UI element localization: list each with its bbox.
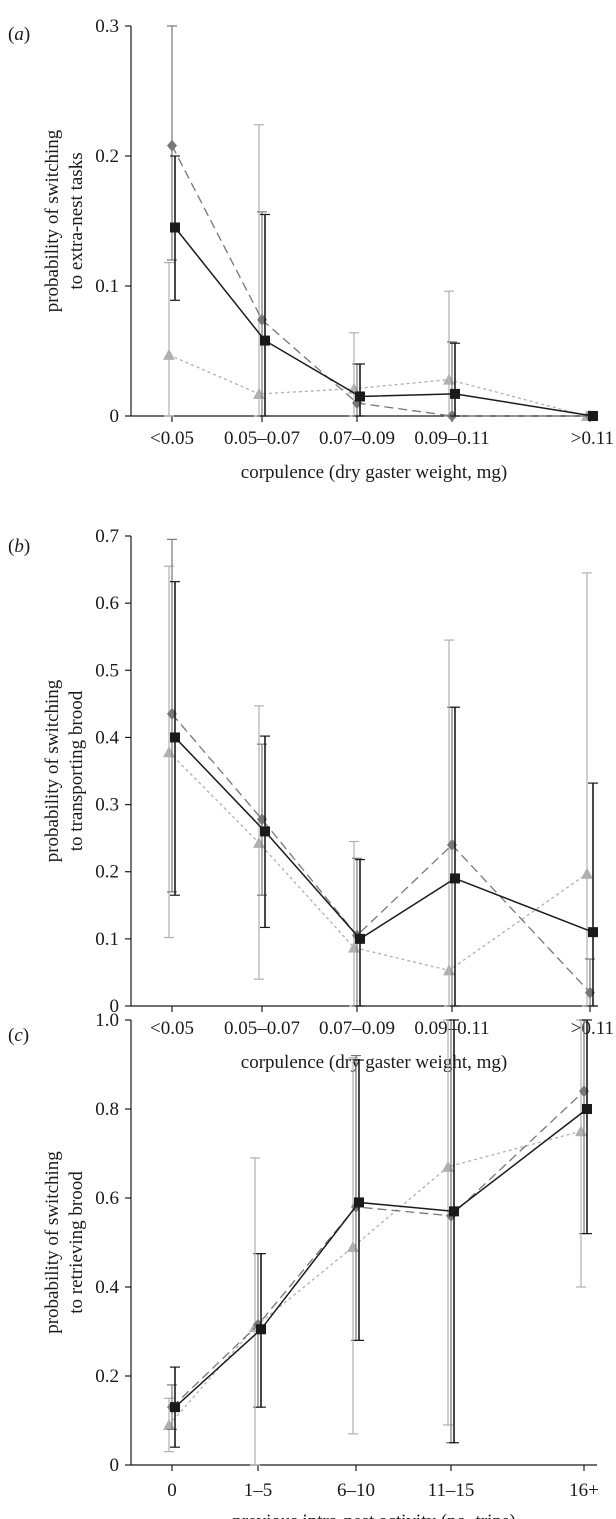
- y-axis-label-line-1: probability of switching: [42, 1151, 63, 1334]
- panel-label: (a): [8, 24, 30, 45]
- data-point: [256, 1324, 266, 1335]
- series-dashed-diamond: [167, 1019, 589, 1444]
- x-tick-label: 0.07–0.09: [319, 1018, 395, 1039]
- panel-label-letter: b: [14, 536, 24, 557]
- series-line: [174, 736, 594, 940]
- x-tick-label: 0.09–0.11: [414, 1018, 489, 1039]
- series-line: [168, 354, 588, 417]
- series-dotted-triangle: [163, 565, 593, 1007]
- panel-label-paren-close: ): [23, 1025, 29, 1046]
- x-tick-label: 6–10: [337, 1480, 375, 1501]
- data-point: [163, 746, 175, 758]
- y-axis-label-line-1: probability of switching: [42, 129, 63, 312]
- series-dashed-diamond: [167, 538, 595, 1007]
- y-tick-label: 0.7: [95, 526, 119, 547]
- data-point: [354, 1197, 364, 1208]
- x-tick-label: 0: [167, 1480, 177, 1501]
- data-point: [347, 1240, 359, 1252]
- x-tick-label: >0.11: [571, 428, 614, 449]
- data-point: [260, 335, 270, 346]
- x-axis-label: previous intra-nest activity (no. trips): [232, 1511, 515, 1519]
- y-tick-label: 0.5: [95, 660, 119, 681]
- y-axis-label-line-2: to retrieving brood: [66, 1171, 87, 1314]
- data-point: [443, 373, 455, 385]
- series-solid-square: [170, 155, 598, 421]
- y-axis-label-line-1: probability of switching: [42, 679, 63, 862]
- data-point: [260, 826, 270, 837]
- y-tick-label: 0.2: [95, 862, 119, 883]
- y-tick-label: 0.2: [95, 1366, 119, 1387]
- y-tick-label: 0.4: [95, 1277, 119, 1298]
- series-line: [171, 1090, 585, 1408]
- x-tick-label: <0.05: [150, 428, 194, 449]
- data-point: [355, 391, 365, 402]
- series-solid-square: [170, 1019, 592, 1448]
- chart-panel-2: (b)00.10.20.30.40.50.60.7<0.05 0.05–0.07 0…: [8, 526, 614, 1073]
- y-tick-label: 0.3: [95, 795, 119, 816]
- series-line: [168, 751, 588, 972]
- x-axis-label: corpulence (dry gaster weight, mg): [241, 1052, 507, 1073]
- panel-label-letter: c: [14, 1025, 23, 1046]
- y-axis-label-line-2: to transporting brood: [66, 690, 87, 851]
- data-point: [170, 1402, 180, 1413]
- x-tick-label: 11–15: [428, 1480, 475, 1501]
- x-tick-label: <0.05: [150, 1018, 194, 1039]
- panel-label: (b): [8, 536, 30, 557]
- y-tick-label: 0.3: [95, 16, 119, 37]
- series-line: [174, 227, 594, 417]
- series-solid-square: [170, 581, 598, 1007]
- chart-panel-1: (a) 0 0.1 0.2 0.3 <0.05 0.05–0.07 0.07–0.09 0.09…: [8, 16, 614, 483]
- data-point: [588, 927, 598, 938]
- series-dotted-triangle: [163, 124, 593, 421]
- series-dotted-triangle: [163, 1019, 587, 1466]
- y-tick-label: 0.6: [95, 593, 119, 614]
- series-line: [168, 1130, 582, 1426]
- data-point: [170, 732, 180, 743]
- x-axis-label: corpulence (dry gaster weight, mg): [241, 462, 507, 483]
- x-tick-label: >0.11: [571, 1018, 614, 1039]
- panel-label: (c): [8, 1025, 29, 1046]
- data-point: [575, 1125, 587, 1137]
- series-line: [174, 1108, 588, 1408]
- data-point: [449, 1206, 459, 1217]
- x-tick-label: 0.09–0.11: [414, 428, 489, 449]
- y-tick-label: 0.1: [95, 929, 119, 950]
- panel-label-paren-close: ): [24, 24, 30, 45]
- data-point: [582, 1104, 592, 1114]
- y-tick-label: 0.2: [95, 146, 119, 167]
- panel-label-paren-open: (: [8, 536, 14, 557]
- data-point: [167, 139, 177, 152]
- y-tick-label: 0: [110, 996, 120, 1017]
- data-point: [450, 873, 460, 884]
- y-axis-label-line-2: to extra-nest tasks: [66, 152, 87, 289]
- x-tick-label: 0.07–0.09: [319, 428, 395, 449]
- panel-label-paren-open: (: [8, 1025, 14, 1046]
- x-tick-label: 0.05–0.07: [224, 428, 300, 449]
- x-tick-label: 16+: [569, 1480, 599, 1501]
- data-point: [355, 933, 365, 944]
- data-point: [163, 348, 175, 360]
- x-tick-label: 1–5: [244, 1480, 273, 1501]
- panel-label-paren-open: (: [8, 24, 14, 45]
- y-tick-label: 0.6: [95, 1188, 119, 1209]
- data-point: [588, 411, 598, 421]
- y-tick-label: 0.8: [95, 1099, 119, 1120]
- panel-label-letter: a: [14, 24, 24, 45]
- y-tick-label: 1.0: [95, 1010, 119, 1031]
- series-line: [171, 145, 590, 417]
- y-tick-label: 0.4: [95, 727, 119, 748]
- data-point: [450, 388, 460, 399]
- x-tick-label: 0.05–0.07: [224, 1018, 300, 1039]
- data-point: [581, 867, 593, 879]
- chart-panel-3: (c) 0 0.2 0.4 0.6 0.8 1.0 0 1–5 6–10 11–15 16+ previ…: [8, 1010, 599, 1519]
- y-tick-label: 0.1: [95, 276, 119, 297]
- panel-label-paren-close: ): [24, 536, 30, 557]
- series-line: [171, 713, 591, 994]
- series-dashed-diamond: [167, 25, 595, 422]
- y-tick-label: 0: [110, 1455, 120, 1476]
- data-point: [170, 222, 180, 233]
- y-tick-label: 0: [110, 406, 120, 427]
